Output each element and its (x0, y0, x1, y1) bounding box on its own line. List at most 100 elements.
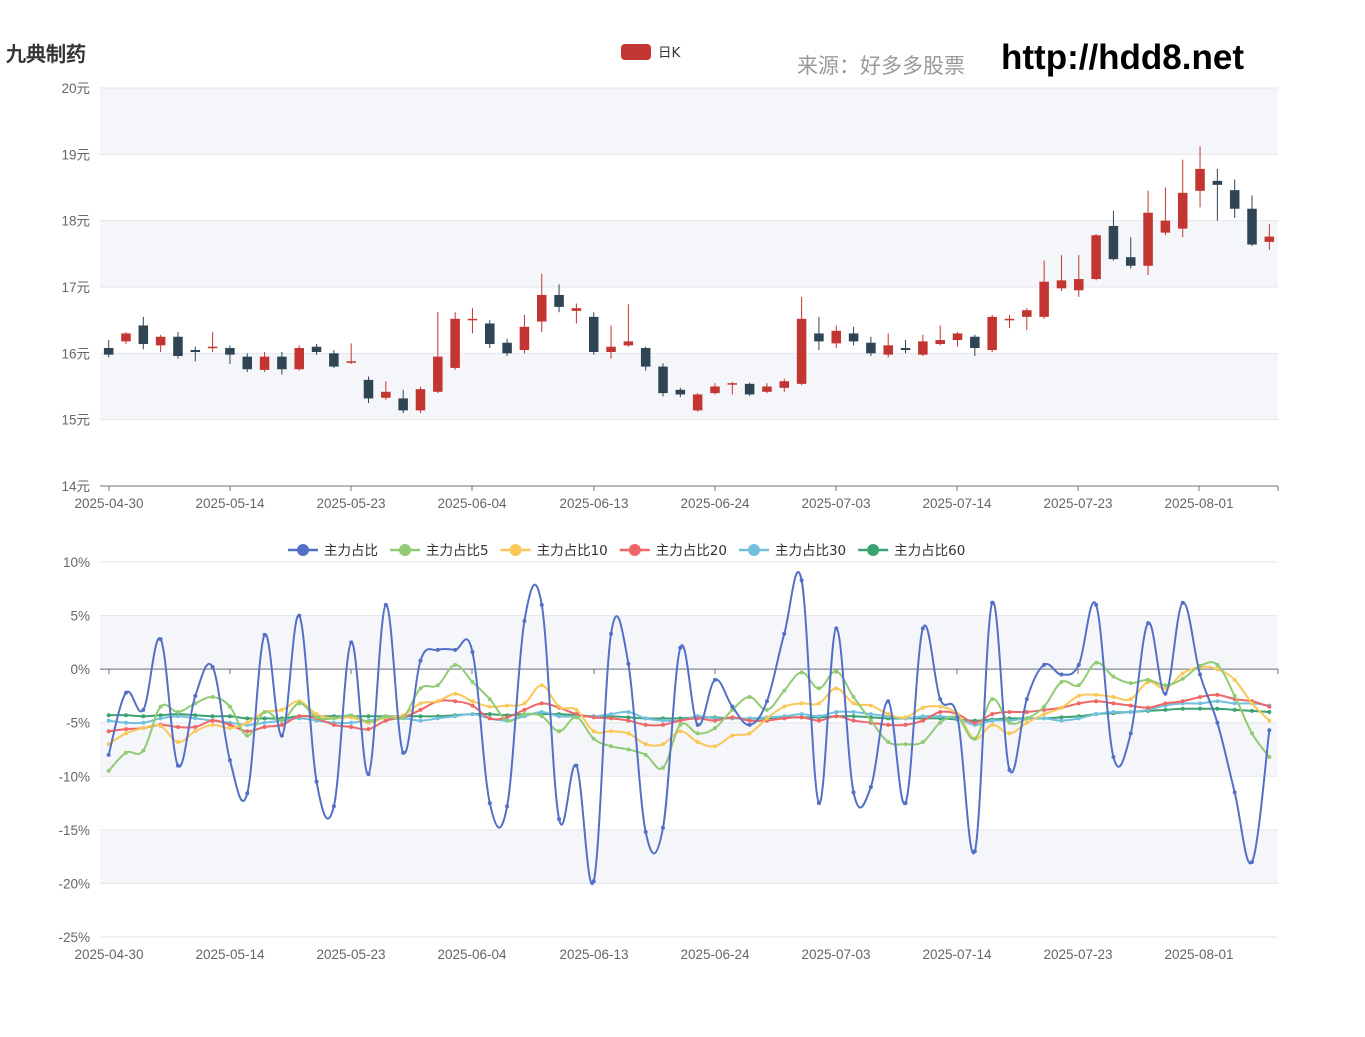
series-point (1094, 602, 1099, 607)
series-point (1163, 686, 1168, 691)
series-point (245, 791, 250, 796)
series-point (487, 712, 492, 717)
series-point (279, 733, 284, 738)
series-point (262, 710, 267, 714)
kline-x-tick-label: 2025-07-03 (801, 496, 870, 511)
series-point (1267, 728, 1272, 733)
kline-y-tick-label: 15元 (61, 413, 90, 428)
kline-grid-band (100, 353, 1278, 420)
series-point (972, 736, 977, 741)
line-x-tick-label: 2025-07-23 (1043, 947, 1112, 962)
candle-body (1074, 279, 1084, 291)
candle-body (1091, 235, 1101, 280)
legend-series-marker (867, 544, 880, 556)
series-point (609, 716, 614, 721)
series-point (158, 723, 163, 728)
series-point (1094, 699, 1099, 704)
series-point (435, 683, 440, 688)
series-point (435, 647, 440, 652)
candle-body (467, 318, 478, 321)
series-point (920, 705, 925, 710)
series-point (834, 686, 839, 691)
series-point (609, 712, 614, 717)
series-point (1094, 692, 1099, 697)
series-point (1111, 755, 1116, 759)
candle-body (121, 333, 131, 342)
series-point (834, 714, 839, 719)
candle-body (796, 318, 807, 384)
series-point (141, 748, 146, 753)
series-point (643, 752, 648, 757)
series-point (782, 716, 787, 721)
series-point (574, 712, 579, 717)
series-point (1215, 706, 1220, 711)
candle-body (1125, 257, 1136, 266)
series-point (1042, 716, 1047, 721)
series-point (401, 750, 406, 755)
line-x-tick-label: 2025-05-23 (316, 947, 385, 962)
series-point (1128, 697, 1133, 702)
series-point (297, 701, 302, 706)
series-point (868, 785, 873, 789)
series-point (453, 691, 458, 696)
series-point (1163, 683, 1168, 688)
legend-series-label: 主力占比 (324, 543, 378, 559)
series-point (470, 703, 475, 708)
candle-body (952, 333, 963, 341)
series-point (1007, 731, 1012, 736)
line-x-tick-label: 2025-07-14 (922, 947, 992, 962)
series-point (193, 716, 198, 721)
series-point (1024, 710, 1029, 714)
series-point (539, 683, 544, 688)
candle-body (103, 348, 114, 355)
series-point (1128, 710, 1133, 714)
series-point (522, 701, 527, 706)
series-point (106, 713, 111, 718)
series-point (1076, 683, 1081, 688)
series-point (418, 701, 423, 706)
series-point (505, 718, 510, 723)
series-point (175, 763, 180, 768)
candle-body (571, 308, 582, 311)
series-point (678, 729, 683, 734)
candle-body (415, 389, 426, 411)
series-point (175, 714, 180, 719)
series-point (712, 718, 717, 723)
candle-body (588, 316, 599, 353)
series-point (1007, 720, 1012, 725)
series-point (1146, 705, 1151, 710)
site-url-link[interactable]: http://hdd8.net (1001, 38, 1245, 77)
series-point (141, 707, 146, 712)
series-point (712, 744, 717, 749)
series-point (1128, 703, 1133, 708)
candle-body (381, 391, 391, 398)
series-point (210, 718, 215, 723)
series-point (851, 710, 856, 714)
candle-body (970, 336, 980, 349)
series-point (990, 722, 995, 727)
candle-body (814, 333, 824, 342)
series-point (591, 715, 596, 720)
series-point (210, 665, 215, 669)
candle-body (831, 330, 842, 344)
series-point (1180, 676, 1185, 681)
series-point (1111, 701, 1116, 706)
series-point (661, 722, 666, 727)
series-point (557, 729, 562, 734)
series-point (1180, 671, 1185, 676)
series-point (470, 712, 475, 717)
series-point (920, 740, 925, 744)
series-point (505, 703, 510, 708)
series-point (1250, 701, 1255, 706)
kline-x-tick-label: 2025-05-14 (195, 496, 265, 511)
series-point (782, 688, 787, 693)
candle-body (1177, 192, 1188, 229)
candle-body (1160, 220, 1171, 233)
series-point (262, 725, 267, 729)
candle-body (710, 386, 720, 394)
series-point (1059, 672, 1064, 677)
kline-grid-band (100, 88, 1278, 155)
series-point (505, 715, 510, 720)
series-point (487, 801, 492, 806)
